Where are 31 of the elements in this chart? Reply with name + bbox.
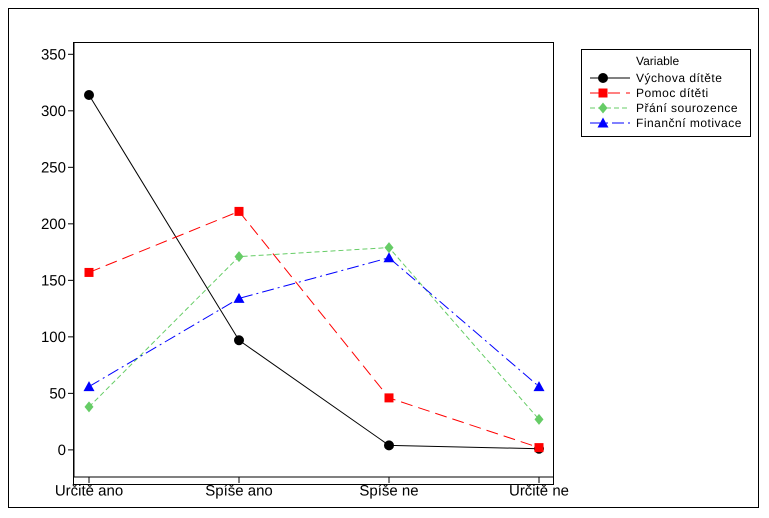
point — [234, 251, 244, 262]
point — [84, 401, 94, 412]
y-tick-label: 200 — [40, 216, 66, 234]
y-tick-label: 350 — [40, 46, 66, 64]
y-tick-label: 150 — [40, 272, 66, 290]
y-tick-label: 50 — [49, 386, 66, 403]
point — [384, 440, 394, 450]
y-tick-label: 250 — [40, 160, 66, 177]
x-tick-label: Spíše ne — [359, 482, 419, 500]
point — [234, 335, 244, 346]
point — [534, 381, 544, 392]
point — [84, 268, 94, 277]
point — [84, 90, 94, 100]
point — [234, 292, 244, 303]
point — [534, 414, 544, 425]
x-tick-label: Určitě ne — [508, 482, 570, 500]
legend-label: Finanční motivace — [636, 116, 742, 130]
point — [384, 252, 394, 262]
legend-label: Pomoc dítěti — [636, 86, 709, 100]
y-tick-label: 0 — [58, 442, 66, 460]
point — [384, 393, 394, 402]
y-tick-label: 100 — [40, 329, 66, 346]
legend-label: Přání sourozence — [636, 100, 738, 114]
x-tick-label: Určitě ano — [54, 482, 124, 500]
point — [384, 242, 394, 254]
point — [84, 381, 94, 392]
point — [234, 206, 244, 216]
y-tick-label: 300 — [40, 103, 66, 120]
x-tick-label: Spíše ano — [205, 482, 273, 500]
legend-label: Výchova dítěte — [636, 70, 722, 84]
legend-title: Variable — [636, 54, 680, 68]
